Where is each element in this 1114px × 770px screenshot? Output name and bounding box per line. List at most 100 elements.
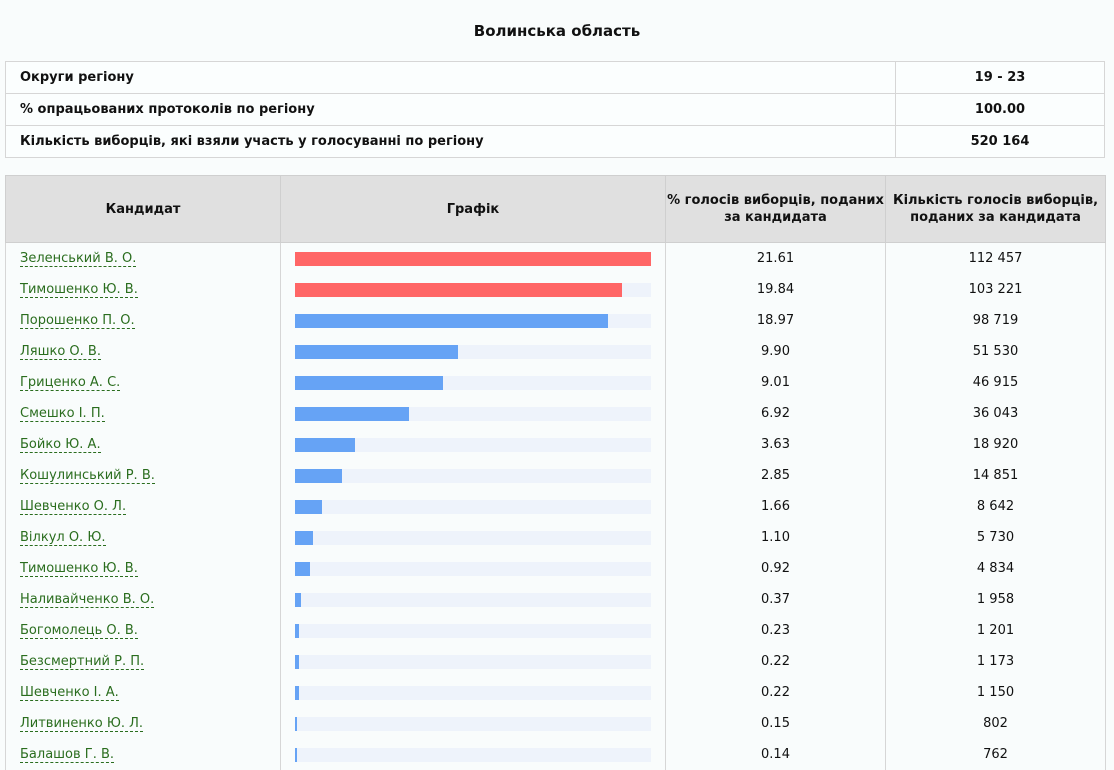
pct-cell: 1.66	[665, 491, 886, 522]
bar-fill	[295, 561, 311, 576]
candidate-cell: Наливайченко В. О.	[5, 584, 281, 615]
votes-cell: 98 719	[885, 305, 1106, 336]
candidate-cell: Вілкул О. Ю.	[5, 522, 281, 553]
summary-label: Кількість виборців, які взяли участь у г…	[5, 125, 896, 158]
bar-track	[295, 716, 651, 731]
votes-cell: 1 201	[885, 615, 1106, 646]
bar-track	[295, 282, 651, 297]
bar-fill	[295, 685, 299, 700]
candidate-link[interactable]: Литвиненко Ю. Л.	[20, 716, 144, 732]
candidate-link[interactable]: Богомолець О. В.	[20, 623, 138, 639]
summary-row: Округи регіону 19 - 23	[5, 61, 1105, 94]
chart-cell	[280, 615, 666, 646]
pct-cell: 0.23	[665, 615, 886, 646]
header-chart: Графік	[280, 175, 666, 243]
candidate-cell: Гриценко А. С.	[5, 367, 281, 398]
candidate-link[interactable]: Бойко Ю. А.	[20, 437, 101, 453]
candidate-cell: Зеленський В. О.	[5, 242, 281, 274]
bar-track	[295, 499, 651, 514]
bar-fill	[295, 375, 444, 390]
candidate-cell: Тимошенко Ю. В.	[5, 553, 281, 584]
votes-cell: 1 958	[885, 584, 1106, 615]
chart-cell	[280, 491, 666, 522]
votes-cell: 5 730	[885, 522, 1106, 553]
votes-cell: 4 834	[885, 553, 1106, 584]
candidate-link[interactable]: Зеленський В. О.	[20, 251, 137, 267]
chart-cell	[280, 460, 666, 491]
candidate-link[interactable]: Наливайченко В. О.	[20, 592, 155, 608]
summary-value: 520 164	[895, 125, 1105, 158]
candidate-cell: Шевченко І. А.	[5, 677, 281, 708]
pct-cell: 9.01	[665, 367, 886, 398]
candidate-link[interactable]: Гриценко А. С.	[20, 375, 121, 391]
bar-fill	[295, 747, 298, 762]
table-row: Литвиненко Ю. Л. 0.15 802	[5, 708, 1106, 739]
candidate-cell: Богомолець О. В.	[5, 615, 281, 646]
votes-cell: 46 915	[885, 367, 1106, 398]
chart-cell	[280, 367, 666, 398]
bar-fill	[295, 282, 622, 297]
header-pct: % голосів виборців, поданих за кандидата	[665, 175, 886, 243]
header-candidate: Кандидат	[5, 175, 281, 243]
bar-track	[295, 747, 651, 762]
candidate-link[interactable]: Смешко І. П.	[20, 406, 105, 422]
pct-cell: 1.10	[665, 522, 886, 553]
pct-cell: 2.85	[665, 460, 886, 491]
candidate-link[interactable]: Порошенко П. О.	[20, 313, 135, 329]
table-row: Зеленський В. О. 21.61 112 457	[5, 242, 1106, 274]
candidate-cell: Порошенко П. О.	[5, 305, 281, 336]
bar-track	[295, 344, 651, 359]
table-row: Порошенко П. О. 18.97 98 719	[5, 305, 1106, 336]
chart-cell	[280, 429, 666, 460]
candidate-link[interactable]: Балашов Г. В.	[20, 747, 115, 763]
bar-fill	[295, 716, 298, 731]
votes-cell: 103 221	[885, 274, 1106, 305]
chart-cell	[280, 398, 666, 429]
bar-fill	[295, 406, 409, 421]
region-summary-table: Округи регіону 19 - 23 % опрацьованих про…	[5, 61, 1105, 158]
candidate-link[interactable]: Шевченко І. А.	[20, 685, 119, 701]
candidate-link[interactable]: Вілкул О. Ю.	[20, 530, 106, 546]
votes-cell: 8 642	[885, 491, 1106, 522]
bar-track	[295, 685, 651, 700]
table-row: Богомолець О. В. 0.23 1 201	[5, 615, 1106, 646]
table-row: Тимошенко Ю. В. 19.84 103 221	[5, 274, 1106, 305]
bar-track	[295, 561, 651, 576]
chart-cell	[280, 584, 666, 615]
bar-fill	[295, 437, 355, 452]
candidate-cell: Безсмертний Р. П.	[5, 646, 281, 677]
bar-track	[295, 375, 651, 390]
bar-fill	[295, 344, 459, 359]
candidate-link[interactable]: Тимошенко Ю. В.	[20, 561, 138, 577]
candidate-cell: Кошулинський Р. В.	[5, 460, 281, 491]
pct-cell: 0.92	[665, 553, 886, 584]
votes-cell: 1 150	[885, 677, 1106, 708]
bar-fill	[295, 654, 299, 669]
bar-fill	[295, 499, 323, 514]
bar-fill	[295, 251, 651, 266]
candidate-link[interactable]: Тимошенко Ю. В.	[20, 282, 138, 298]
candidate-link[interactable]: Кошулинський Р. В.	[20, 468, 155, 484]
summary-row: Кількість виборців, які взяли участь у г…	[5, 125, 1105, 158]
candidate-link[interactable]: Безсмертний Р. П.	[20, 654, 145, 670]
chart-cell	[280, 336, 666, 367]
votes-cell: 112 457	[885, 242, 1106, 274]
summary-label: Округи регіону	[5, 61, 896, 94]
candidate-cell: Бойко Ю. А.	[5, 429, 281, 460]
votes-cell: 51 530	[885, 336, 1106, 367]
header-votes: Кількість голосів виборців, поданих за к…	[885, 175, 1106, 243]
candidate-link[interactable]: Шевченко О. Л.	[20, 499, 127, 515]
table-row: Тимошенко Ю. В. 0.92 4 834	[5, 553, 1106, 584]
votes-cell: 36 043	[885, 398, 1106, 429]
bar-track	[295, 313, 651, 328]
votes-cell: 762	[885, 739, 1106, 770]
candidate-cell: Шевченко О. Л.	[5, 491, 281, 522]
candidate-cell: Тимошенко Ю. В.	[5, 274, 281, 305]
summary-value: 100.00	[895, 93, 1105, 126]
bar-fill	[295, 592, 302, 607]
table-row: Наливайченко В. О. 0.37 1 958	[5, 584, 1106, 615]
table-row: Гриценко А. С. 9.01 46 915	[5, 367, 1106, 398]
pct-cell: 19.84	[665, 274, 886, 305]
results-table: Кандидат Графік % голосів виборців, пода…	[5, 175, 1106, 770]
candidate-link[interactable]: Ляшко О. В.	[20, 344, 101, 360]
